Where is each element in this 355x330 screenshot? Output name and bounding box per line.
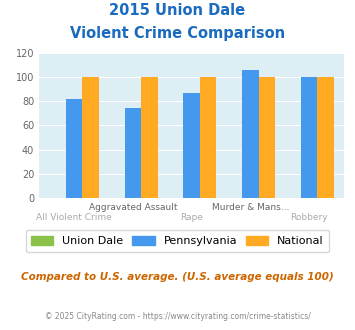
Text: Violent Crime Comparison: Violent Crime Comparison — [70, 26, 285, 41]
Bar — [317, 77, 334, 198]
Text: 2015 Union Dale: 2015 Union Dale — [109, 3, 246, 18]
Bar — [259, 77, 275, 198]
Bar — [301, 77, 317, 198]
Text: Rape: Rape — [180, 213, 203, 222]
Bar — [200, 77, 216, 198]
Bar — [66, 99, 82, 198]
Bar — [82, 77, 99, 198]
Text: Robbery: Robbery — [290, 213, 328, 222]
Text: Compared to U.S. average. (U.S. average equals 100): Compared to U.S. average. (U.S. average … — [21, 272, 334, 282]
Text: Murder & Mans...: Murder & Mans... — [212, 203, 289, 212]
Bar — [184, 93, 200, 198]
Text: © 2025 CityRating.com - https://www.cityrating.com/crime-statistics/: © 2025 CityRating.com - https://www.city… — [45, 312, 310, 321]
Bar — [125, 109, 141, 198]
Text: Aggravated Assault: Aggravated Assault — [89, 203, 177, 212]
Bar — [242, 70, 259, 198]
Bar — [141, 77, 158, 198]
Legend: Union Dale, Pennsylvania, National: Union Dale, Pennsylvania, National — [26, 230, 329, 252]
Text: All Violent Crime: All Violent Crime — [37, 213, 112, 222]
